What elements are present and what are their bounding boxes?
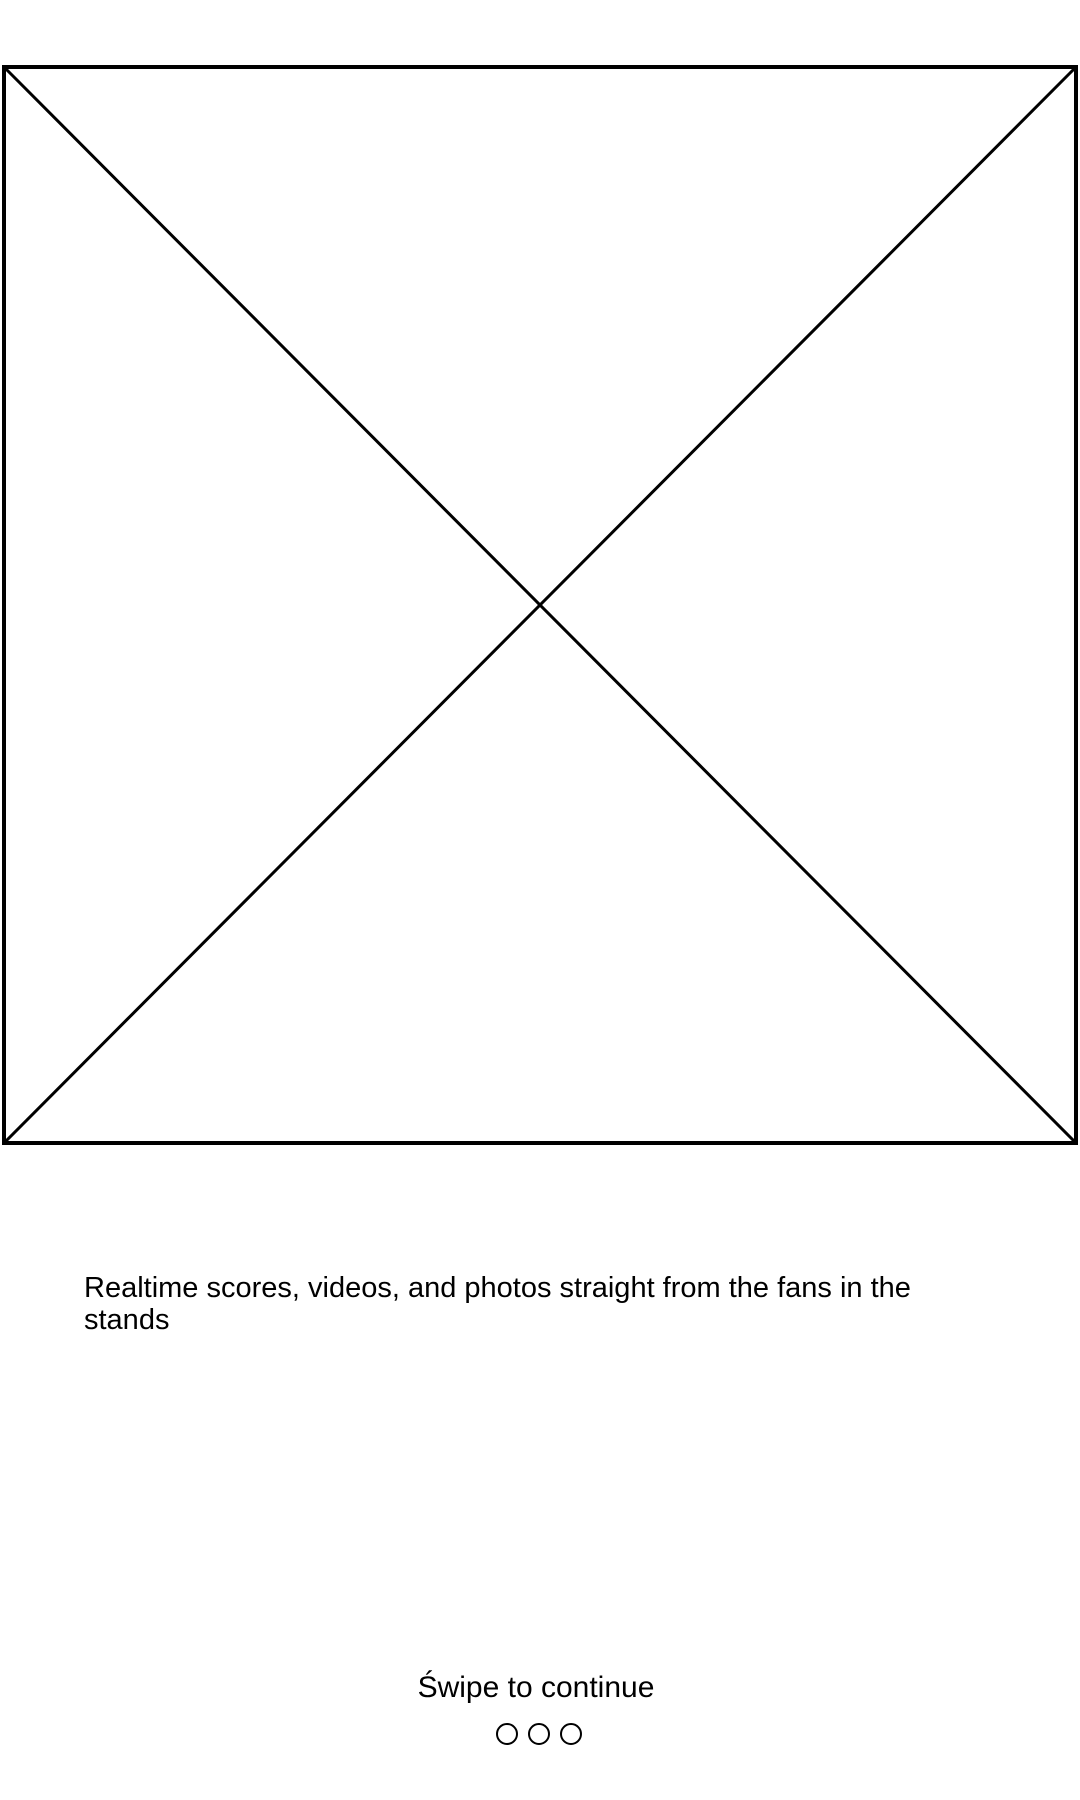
image-placeholder-icon <box>2 65 1078 1145</box>
placeholder-frame <box>2 65 1078 1145</box>
page-dot-2[interactable] <box>528 1723 550 1745</box>
onboarding-tagline: Realtime scores, videos, and photos stra… <box>84 1272 911 1336</box>
page-dot-1[interactable] <box>496 1723 518 1745</box>
swipe-to-continue-hint[interactable]: Świpe to continue <box>417 1671 655 1704</box>
placeholder-diagonal-2 <box>2 65 1078 1145</box>
page-dot-3[interactable] <box>560 1723 582 1745</box>
image-placeholder-graphic <box>2 65 1078 1145</box>
page-indicator <box>0 1723 1078 1745</box>
